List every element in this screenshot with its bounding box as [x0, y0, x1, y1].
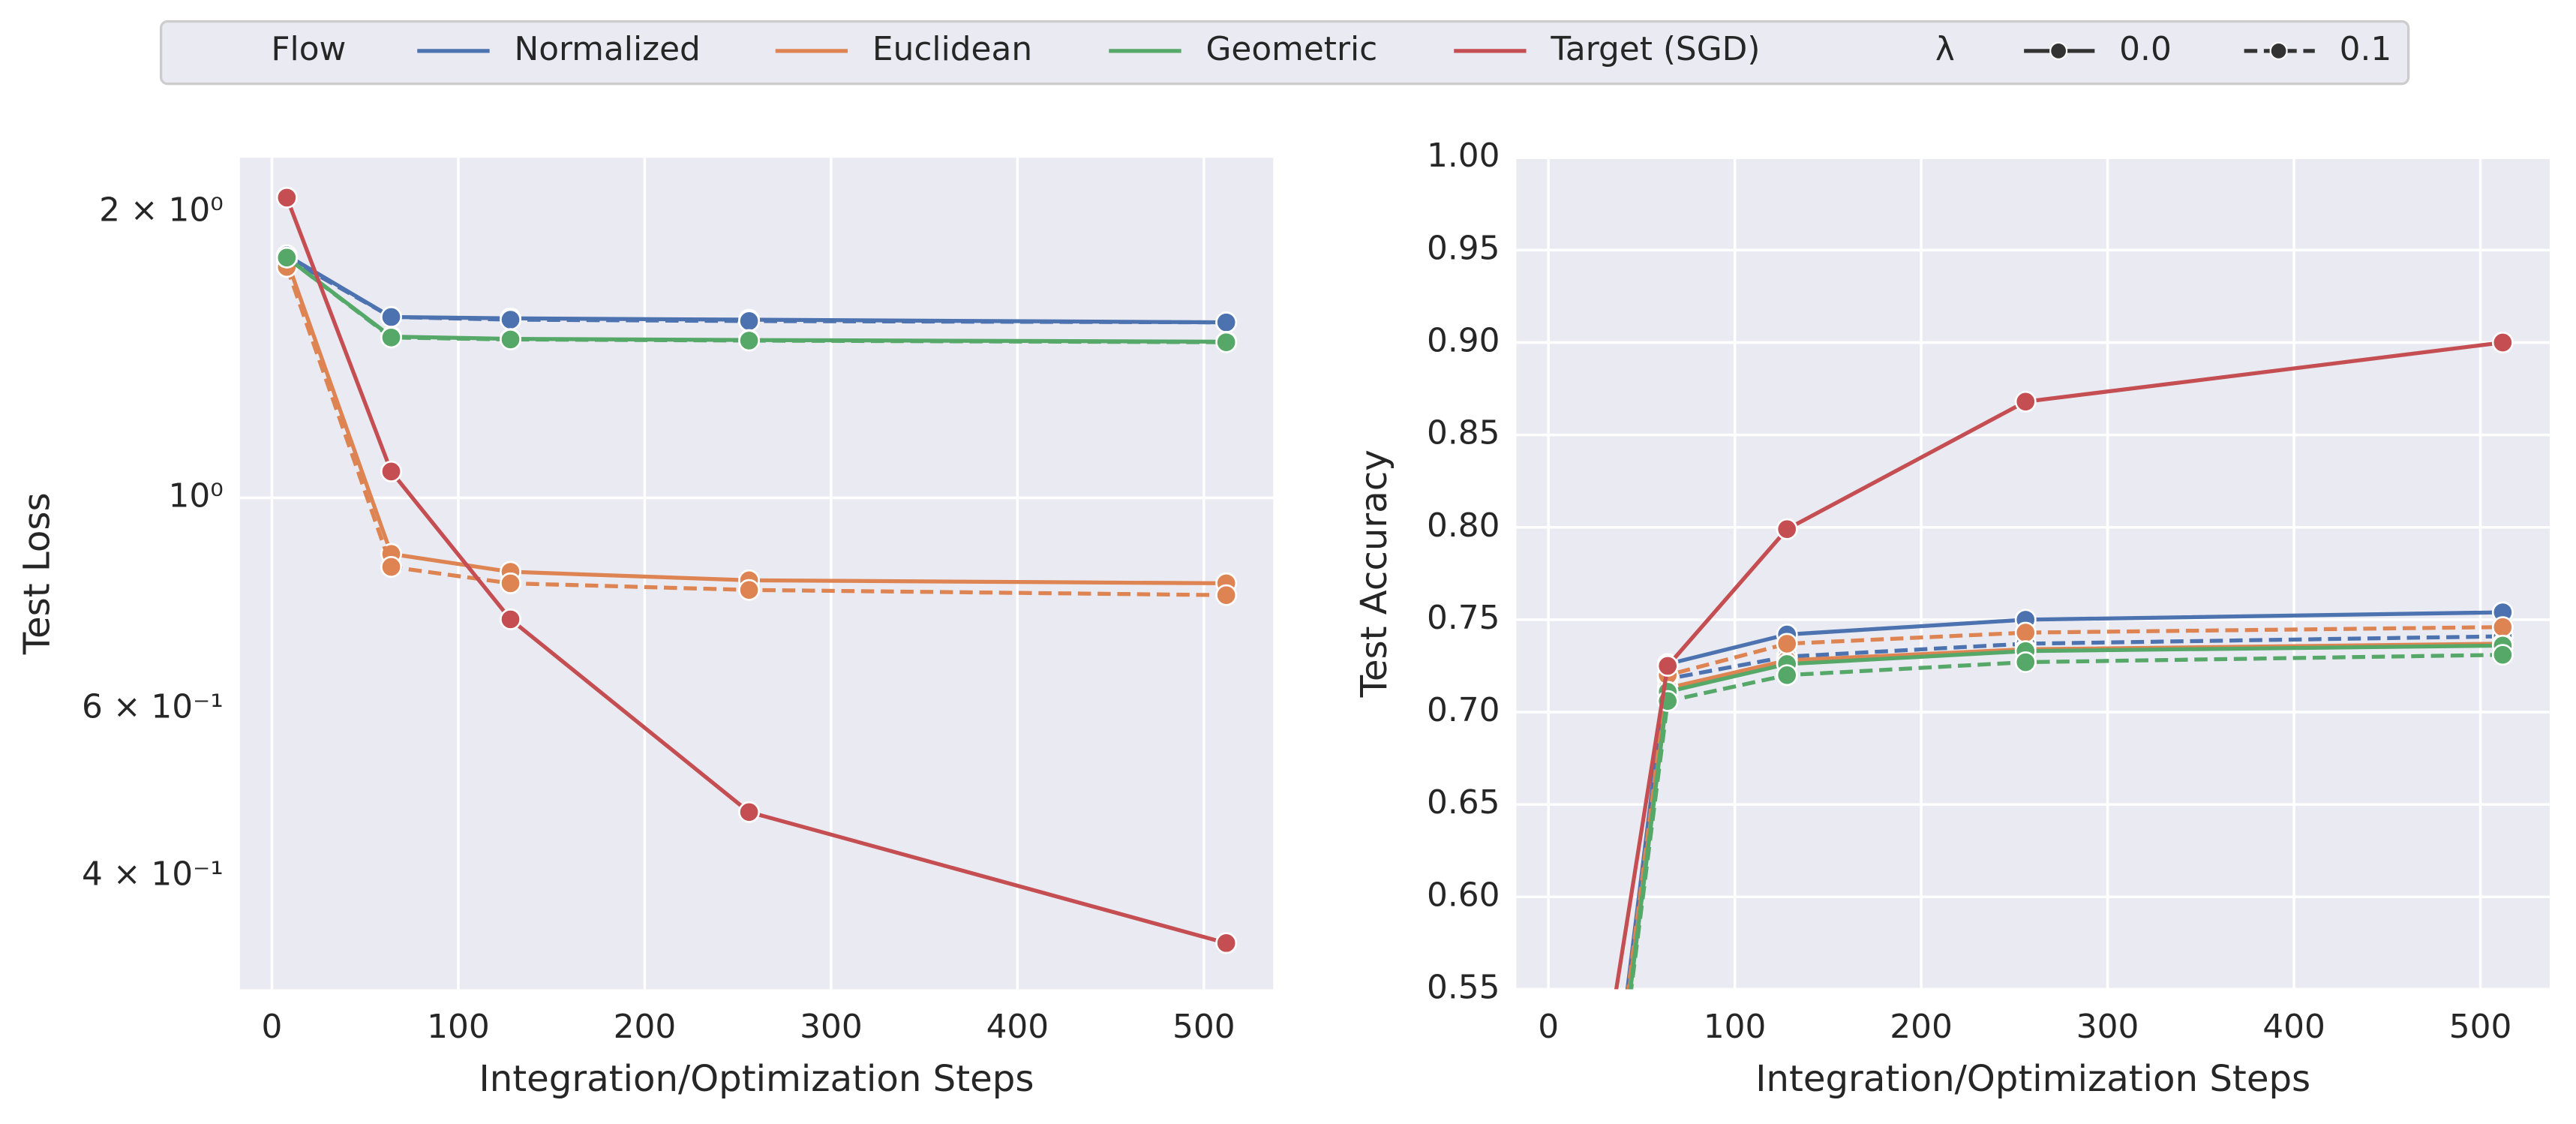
marker — [2014, 621, 2037, 644]
y-tick-label: 0.55 — [1427, 968, 1500, 1006]
marker — [2014, 651, 2037, 673]
y-tick-label: 0.95 — [1427, 229, 1500, 267]
marker — [1776, 518, 1798, 540]
legend-label: Target (SGD) — [1550, 30, 1760, 68]
series-layer — [275, 186, 1238, 954]
legend-title: Flow — [271, 30, 346, 68]
y-tick-label: 0.65 — [1427, 783, 1500, 822]
y-tick-label: 0.80 — [1427, 506, 1500, 545]
marker — [500, 572, 521, 594]
legend-title: λ — [1935, 30, 1955, 68]
y-axis-label: Test Accuracy — [1353, 449, 1395, 698]
legend-marker — [2269, 41, 2288, 60]
marker — [500, 308, 521, 331]
marker — [738, 579, 761, 601]
y-tick-label: 0.70 — [1427, 691, 1500, 729]
x-tick-label: 0 — [1538, 1008, 1559, 1046]
series-line — [1626, 625, 2503, 990]
plot-area — [1516, 158, 2550, 990]
marker — [1215, 932, 1238, 954]
x-tick-label: 100 — [427, 1008, 490, 1046]
marker — [1776, 664, 1798, 687]
marker — [275, 186, 298, 209]
x-tick-label: 400 — [2262, 1008, 2325, 1046]
y-tick-label: 2 × 10⁰ — [99, 191, 224, 229]
marker — [500, 328, 521, 350]
marker — [2014, 390, 2037, 413]
legend-label: Normalized — [514, 30, 700, 68]
y-tick-label: 10⁰ — [169, 477, 224, 515]
y-tick-label: 1.00 — [1427, 137, 1500, 175]
marker — [1215, 311, 1238, 334]
marker — [738, 310, 761, 332]
marker — [1215, 331, 1238, 353]
x-tick-label: 300 — [2076, 1008, 2139, 1046]
marker — [1656, 655, 1679, 677]
y-tick-label: 4 × 10⁻¹ — [82, 855, 224, 893]
marker — [1215, 584, 1238, 606]
marker — [1776, 633, 1798, 655]
x-axis-label: Integration/Optimization Steps — [479, 1058, 1034, 1100]
y-tick-label: 0.75 — [1427, 599, 1500, 637]
y-tick-label: 6 × 10⁻¹ — [82, 687, 224, 726]
marker — [738, 801, 761, 823]
legend-label: 0.0 — [2119, 30, 2172, 68]
x-axis-label: Integration/Optimization Steps — [1755, 1058, 2310, 1100]
x-tick-label: 100 — [1704, 1008, 1767, 1046]
marker — [275, 246, 298, 269]
series-line — [285, 256, 1226, 344]
legend-label: 0.1 — [2340, 30, 2392, 68]
legend-label: Geometric — [1205, 30, 1377, 68]
x-tick-label: 200 — [614, 1008, 677, 1046]
marker — [2491, 644, 2514, 666]
legend-box — [159, 20, 2410, 86]
marker — [738, 329, 761, 352]
marker — [2491, 616, 2514, 639]
marker — [380, 556, 402, 578]
x-tick-label: 500 — [1172, 1008, 1235, 1046]
y-tick-label: 0.60 — [1427, 876, 1500, 914]
marker — [380, 306, 402, 328]
marker — [380, 460, 402, 482]
x-tick-label: 300 — [800, 1008, 863, 1046]
x-tick-label: 500 — [2449, 1008, 2512, 1046]
series-layer — [1614, 332, 2514, 990]
y-tick-label: 0.90 — [1427, 322, 1500, 360]
x-tick-label: 200 — [1890, 1008, 1953, 1046]
x-tick-label: 0 — [262, 1008, 283, 1046]
marker — [2491, 332, 2514, 353]
marker — [500, 608, 521, 630]
marker — [380, 326, 402, 349]
legend-label: Euclidean — [872, 30, 1032, 68]
y-axis-label: Test Loss — [17, 492, 59, 655]
legend-marker — [2049, 41, 2068, 60]
y-tick-label: 0.85 — [1427, 414, 1500, 452]
x-tick-label: 400 — [986, 1008, 1049, 1046]
